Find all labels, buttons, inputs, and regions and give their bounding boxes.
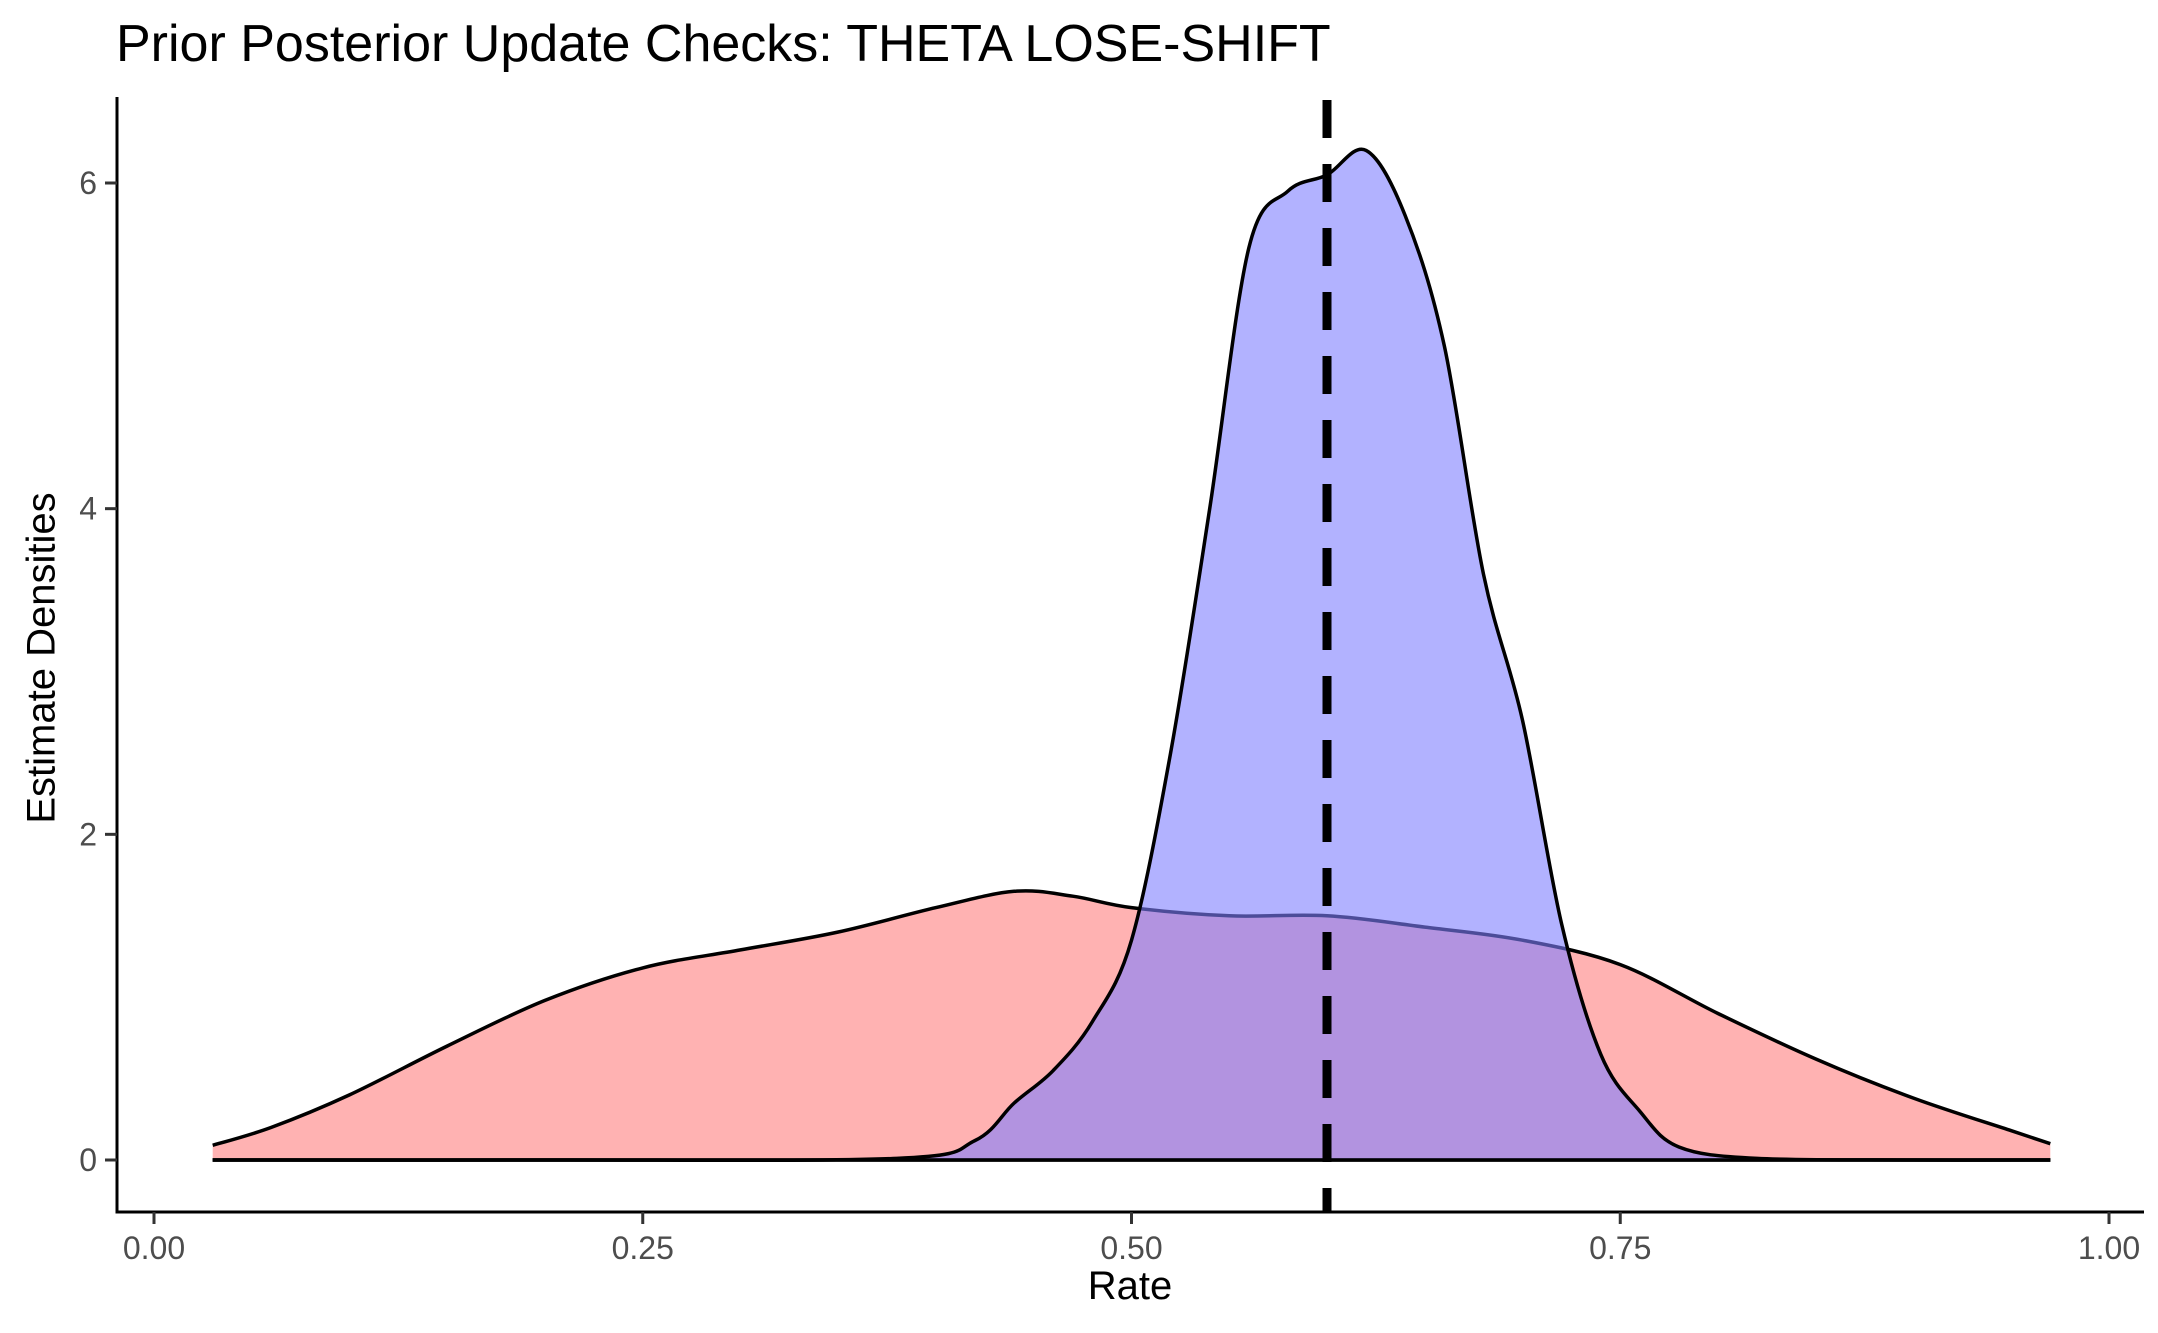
series-layer: [212, 147, 2051, 1163]
x-tick-label: 1.00: [2078, 1230, 2140, 1266]
x-tick-label: 0.75: [1589, 1230, 1651, 1266]
density-area-2: [212, 149, 2051, 1161]
x-axis-title: Rate: [1087, 1264, 1173, 1308]
axes-layer: 0.00 0.25 0.50 0.75 1.00 0 2 4 6: [79, 97, 2144, 1266]
chart-title: Prior Posterior Update Checks: THETA LOS…: [116, 15, 1331, 73]
density-curve-1: [212, 889, 2051, 1147]
y-tick-label: 0: [79, 1142, 97, 1178]
x-tick-label: 0.50: [1100, 1230, 1162, 1266]
y-tick-label: 6: [79, 165, 97, 201]
density-curve-2: [212, 147, 2051, 1163]
x-tick-label: 0.25: [612, 1230, 674, 1266]
y-axis-title: Estimate Densities: [19, 492, 64, 824]
y-tick-label: 2: [79, 816, 97, 852]
x-tick-label: 0.00: [123, 1230, 185, 1266]
y-tick-label: 4: [79, 491, 97, 527]
